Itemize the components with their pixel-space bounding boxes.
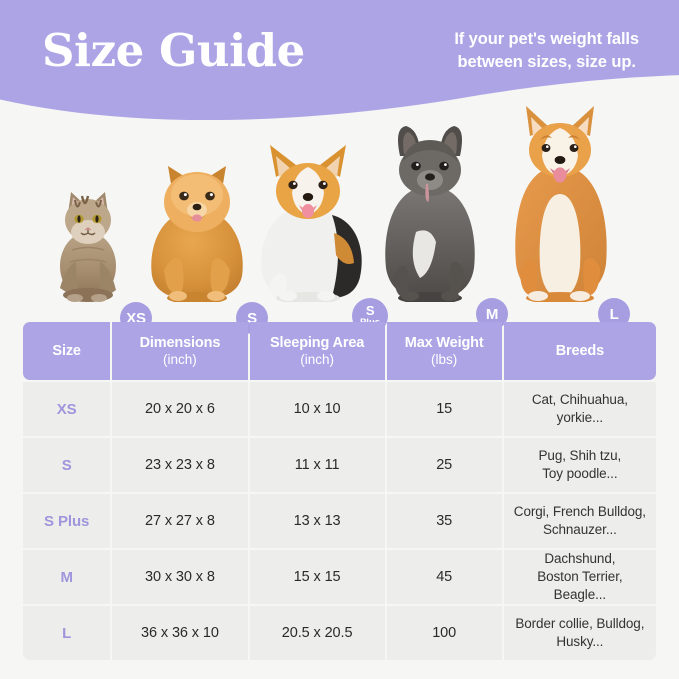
page-title: Size Guide <box>42 23 305 77</box>
column-header-max-weight: Max Weight (lbs) <box>386 322 502 380</box>
cell-sleeping-area: 15 x 15 <box>249 550 385 604</box>
cell-breeds: Dachshund, Boston Terrier, Beagle... <box>503 550 656 604</box>
cell-max-weight: 25 <box>386 438 502 492</box>
size-chart-table: Size Dimensions (inch) Sleeping Area (in… <box>21 320 658 662</box>
cell-breeds: Cat, Chihuahua, yorkie... <box>503 382 656 436</box>
header-band: Size Guide If your pet's weight falls be… <box>0 0 679 135</box>
header-wave-divider <box>0 75 679 135</box>
cell-size: XS <box>23 382 111 436</box>
table-row: S 23 x 23 x 8 11 x 11 25 Pug, Shih tzu, … <box>23 438 656 492</box>
cell-breeds: Border collie, Bulldog, Husky... <box>503 606 656 660</box>
table-row: XS 20 x 20 x 6 10 x 10 15 Cat, Chihuahua… <box>23 382 656 436</box>
size-badge-s-label: S <box>247 309 257 327</box>
column-header-size: Size <box>23 322 111 380</box>
header-tagline: If your pet's weight falls between sizes… <box>454 30 639 71</box>
cell-sleeping-area: 10 x 10 <box>249 382 385 436</box>
column-header-max-weight-unit: (lbs) <box>431 351 458 367</box>
size-badge-l-label: L <box>609 305 619 323</box>
cell-dimensions: 27 x 27 x 8 <box>112 494 248 548</box>
cell-max-weight: 100 <box>386 606 502 660</box>
column-header-dimensions: Dimensions (inch) <box>112 322 248 380</box>
table-row: L 36 x 36 x 10 20.5 x 20.5 100 Border co… <box>23 606 656 660</box>
pet-pomeranian: S <box>142 150 268 334</box>
shiba-inu-illustration <box>515 106 607 302</box>
pomeranian-illustration <box>151 166 243 302</box>
tabby-cat-illustration <box>60 192 116 302</box>
cell-dimensions: 20 x 20 x 6 <box>112 382 248 436</box>
column-header-dimensions-label: Dimensions <box>139 335 221 352</box>
cell-size: L <box>23 606 111 660</box>
column-header-breeds: Breeds <box>503 322 656 380</box>
pet-corgi: S Plus <box>248 137 388 334</box>
size-badge-m-label: M <box>485 305 499 323</box>
cell-size: M <box>23 550 111 604</box>
pet-lineup: XS <box>0 96 679 334</box>
cell-size: S <box>23 438 111 492</box>
cell-dimensions: 36 x 36 x 10 <box>112 606 248 660</box>
cell-dimensions: 23 x 23 x 8 <box>112 438 248 492</box>
french-bulldog-illustration <box>385 126 475 302</box>
cell-sleeping-area: 11 x 11 <box>249 438 385 492</box>
column-header-max-weight-label: Max Weight <box>404 335 484 352</box>
pet-french-bulldog: M <box>372 120 508 330</box>
column-header-breeds-label: Breeds <box>555 342 604 359</box>
table-row: S Plus 27 x 27 x 8 13 x 13 35 Corgi, Fre… <box>23 494 656 548</box>
cell-breeds: Pug, Shih tzu, Toy poodle... <box>503 438 656 492</box>
table-row: M 30 x 30 x 8 15 x 15 45 Dachshund, Bost… <box>23 550 656 604</box>
column-header-dimensions-unit: (inch) <box>163 351 197 367</box>
cell-size: S Plus <box>23 494 111 548</box>
size-badge-xs-label: XS <box>126 309 146 327</box>
size-badge-m: M <box>476 298 508 330</box>
pet-cat: XS <box>42 162 152 334</box>
cell-max-weight: 35 <box>386 494 502 548</box>
cell-sleeping-area: 20.5 x 20.5 <box>249 606 385 660</box>
column-header-sleeping-area-unit: (inch) <box>300 351 334 367</box>
pet-shiba-inu: L <box>500 102 630 330</box>
size-badge-s-plus-label: S <box>365 303 375 319</box>
cell-dimensions: 30 x 30 x 8 <box>112 550 248 604</box>
table-header-row: Size Dimensions (inch) Sleeping Area (in… <box>23 322 656 380</box>
cell-max-weight: 15 <box>386 382 502 436</box>
column-header-size-label: Size <box>52 342 81 359</box>
column-header-sleeping-area: Sleeping Area (inch) <box>249 322 385 380</box>
cell-sleeping-area: 13 x 13 <box>249 494 385 548</box>
cell-breeds: Corgi, French Bulldog, Schnauzer... <box>503 494 656 548</box>
corgi-illustration <box>261 145 362 302</box>
column-header-sleeping-area-label: Sleeping Area <box>269 335 365 352</box>
cell-max-weight: 45 <box>386 550 502 604</box>
